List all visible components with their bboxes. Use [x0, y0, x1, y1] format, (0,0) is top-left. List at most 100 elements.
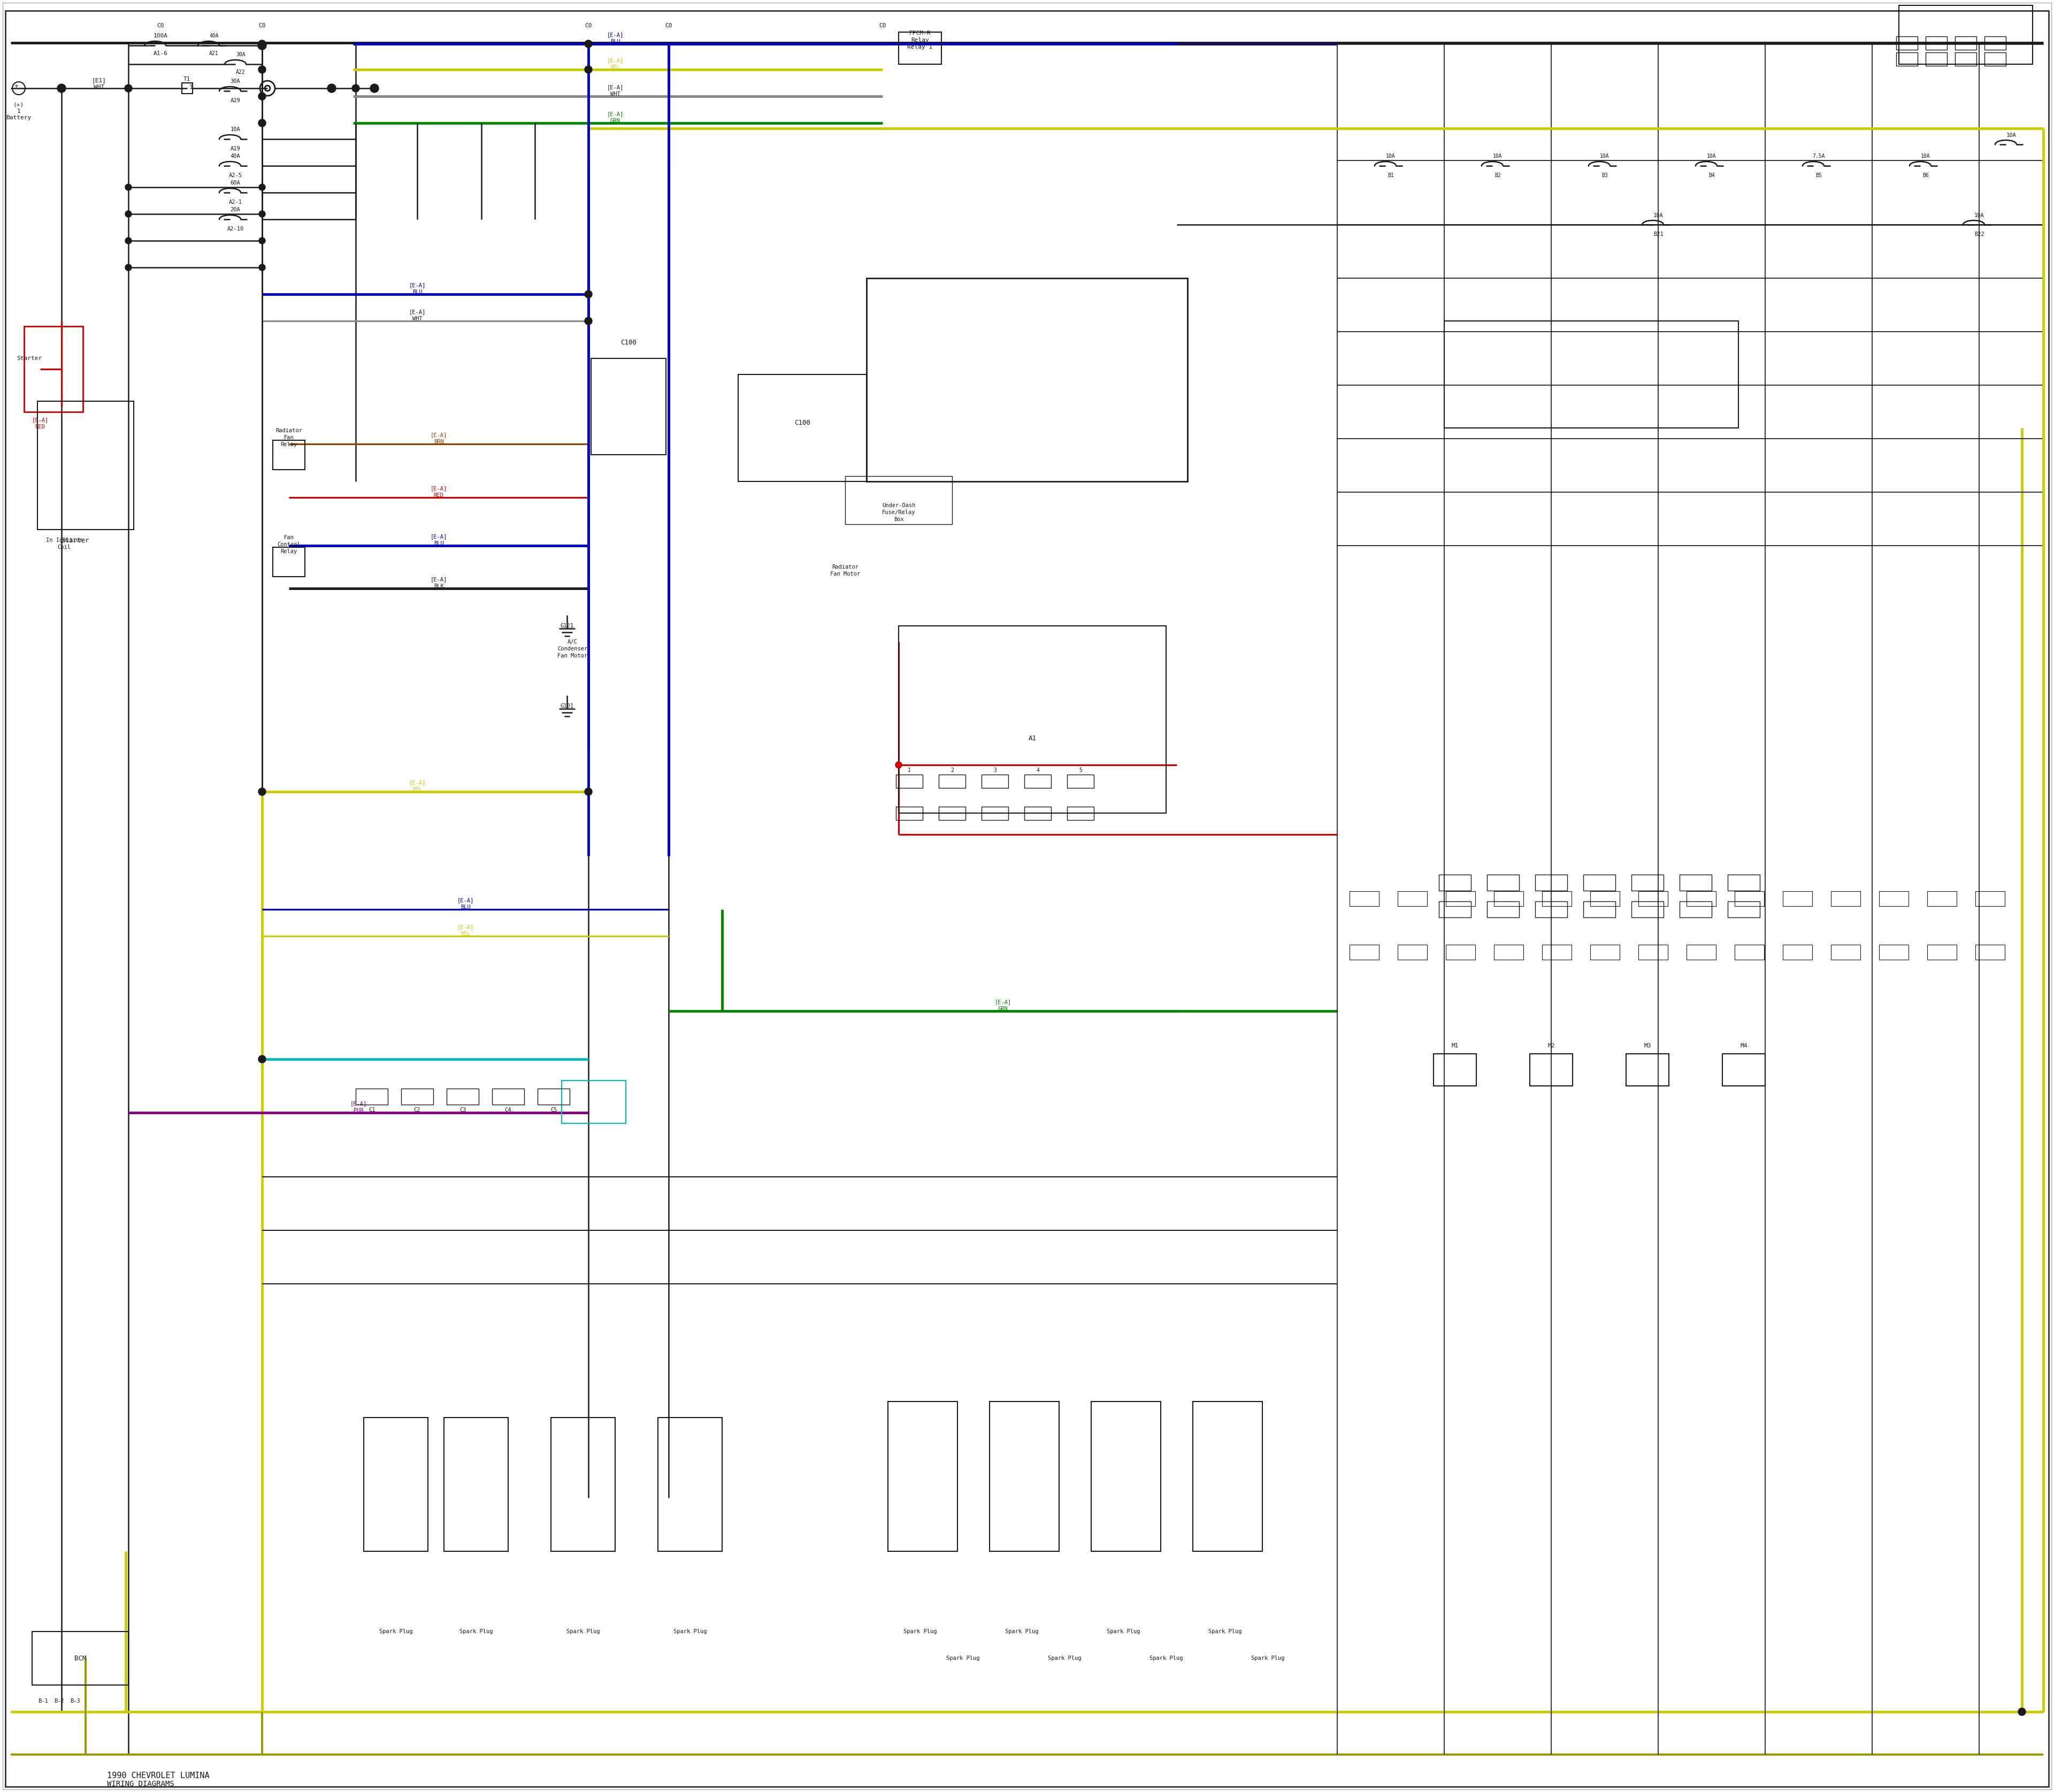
Text: Spark Plug: Spark Plug: [460, 1629, 493, 1634]
Bar: [1349, 891, 1378, 907]
Text: 7.5A: 7.5A: [1812, 154, 1824, 159]
Text: Relay: Relay: [281, 443, 298, 448]
Bar: [896, 806, 922, 819]
Text: WHT: WHT: [610, 91, 620, 97]
Bar: [982, 806, 1009, 819]
Text: Spark Plug: Spark Plug: [904, 1629, 937, 1634]
Text: BLU: BLU: [413, 289, 423, 294]
Text: In Ignition: In Ignition: [45, 538, 82, 543]
Text: C3: C3: [460, 1107, 466, 1113]
Bar: [1830, 891, 1861, 907]
Bar: [1534, 901, 1567, 918]
Bar: [1446, 891, 1475, 907]
Bar: [1639, 944, 1668, 961]
Text: A2-1: A2-1: [228, 199, 242, 204]
Text: Spark Plug: Spark Plug: [1004, 1629, 1039, 1634]
Bar: [1898, 5, 2033, 65]
Bar: [1955, 52, 1976, 66]
Bar: [844, 477, 953, 525]
Bar: [1639, 891, 1668, 907]
Bar: [867, 278, 1187, 482]
Circle shape: [259, 120, 265, 127]
Text: GRN: GRN: [998, 1005, 1009, 1011]
Circle shape: [125, 238, 131, 244]
Bar: [1530, 1054, 1573, 1086]
Circle shape: [585, 788, 592, 796]
Text: C5: C5: [550, 1107, 557, 1113]
Text: [E-A]: [E-A]: [409, 283, 425, 289]
Text: Relay: Relay: [281, 548, 298, 554]
Circle shape: [259, 66, 265, 73]
Text: [E-A]: [E-A]: [606, 32, 624, 38]
Text: [E-A]: [E-A]: [31, 418, 49, 423]
Bar: [1686, 944, 1715, 961]
Text: Spark Plug: Spark Plug: [1251, 1656, 1284, 1661]
Text: Starter: Starter: [16, 357, 41, 360]
Bar: [1879, 891, 1908, 907]
Bar: [1631, 874, 1664, 891]
Text: [E-A]: [E-A]: [994, 1000, 1011, 1005]
Bar: [1631, 901, 1664, 918]
Circle shape: [125, 185, 131, 190]
Circle shape: [370, 84, 378, 93]
Bar: [1493, 944, 1524, 961]
Bar: [1543, 891, 1571, 907]
Text: YEL: YEL: [413, 787, 423, 792]
Text: C2: C2: [413, 1107, 421, 1113]
Text: [E-A]: [E-A]: [429, 577, 448, 582]
Text: 3: 3: [994, 767, 996, 772]
Bar: [1727, 901, 1760, 918]
Text: BLU: BLU: [460, 905, 470, 910]
Text: Relay 1: Relay 1: [908, 45, 933, 50]
Text: 10A: 10A: [1386, 154, 1395, 159]
Bar: [1493, 891, 1524, 907]
Bar: [1976, 891, 2005, 907]
Bar: [273, 441, 304, 470]
Text: A19: A19: [230, 145, 240, 151]
Bar: [1927, 944, 1955, 961]
Text: Spark Plug: Spark Plug: [674, 1629, 707, 1634]
Text: C100: C100: [620, 339, 637, 346]
Text: 4: 4: [1035, 767, 1039, 772]
Bar: [33, 1631, 127, 1684]
Text: 10A: 10A: [2007, 133, 2017, 138]
Text: Starter: Starter: [62, 538, 88, 543]
Text: YEL: YEL: [610, 65, 620, 70]
Text: Fan: Fan: [283, 435, 294, 441]
Text: 30A: 30A: [236, 52, 244, 57]
Bar: [355, 1088, 388, 1104]
Text: [E-A]: [E-A]: [429, 534, 448, 539]
Text: B-1: B-1: [37, 1699, 47, 1704]
Bar: [1680, 901, 1711, 918]
Circle shape: [896, 762, 902, 769]
Text: Spark Plug: Spark Plug: [947, 1656, 980, 1661]
Bar: [273, 547, 304, 577]
Circle shape: [259, 211, 265, 217]
Text: M3: M3: [1643, 1043, 1651, 1048]
Bar: [25, 326, 82, 412]
Text: B2: B2: [1495, 172, 1501, 177]
Bar: [1927, 891, 1955, 907]
Bar: [1446, 944, 1475, 961]
Text: B22: B22: [1974, 231, 1984, 237]
Text: B3: B3: [1602, 172, 1608, 177]
Circle shape: [585, 317, 592, 324]
Bar: [1068, 806, 1095, 819]
Bar: [1025, 806, 1052, 819]
Bar: [1397, 944, 1428, 961]
Text: 60A: 60A: [230, 181, 240, 186]
Text: Fan Motor: Fan Motor: [830, 572, 861, 577]
Text: Spark Plug: Spark Plug: [1150, 1656, 1183, 1661]
Bar: [1723, 1054, 1764, 1086]
Text: A/C: A/C: [567, 640, 577, 645]
Bar: [1627, 1054, 1668, 1086]
Bar: [446, 1088, 479, 1104]
Text: WHT: WHT: [413, 315, 423, 321]
Bar: [538, 1088, 569, 1104]
Text: G101: G101: [561, 704, 573, 710]
Text: 5: 5: [1078, 767, 1082, 772]
Text: WHT: WHT: [94, 84, 105, 90]
Text: Coil: Coil: [58, 545, 72, 550]
Text: BLK: BLK: [433, 584, 444, 590]
Bar: [1534, 874, 1567, 891]
